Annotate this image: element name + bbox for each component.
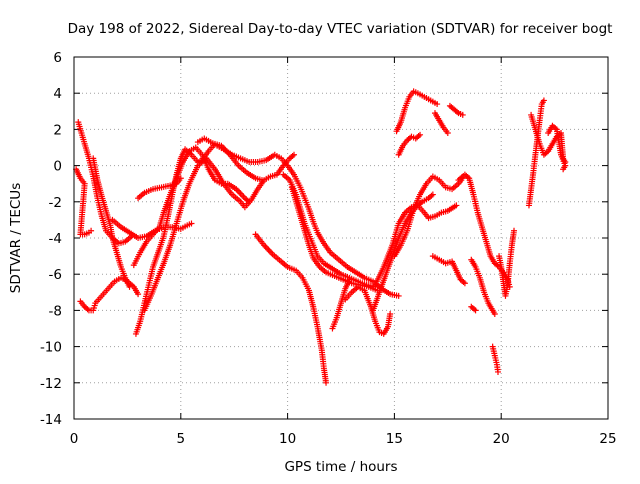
series-arc-8 — [141, 151, 298, 314]
data-point — [453, 202, 460, 209]
data-point — [444, 130, 451, 137]
data-point — [461, 280, 468, 287]
data-point — [491, 311, 498, 318]
y-tick-label: -2 — [49, 195, 62, 211]
data-layer — [73, 88, 569, 386]
series-arc-28 — [496, 227, 518, 299]
series-arc-13 — [252, 231, 330, 386]
data-point — [472, 307, 479, 314]
data-point — [429, 191, 436, 198]
y-tick-label: 0 — [53, 159, 62, 175]
y-tick-label: -6 — [49, 267, 62, 283]
y-tick-label: 2 — [53, 122, 62, 138]
y-tick-label: -4 — [49, 231, 62, 247]
data-point — [459, 111, 466, 118]
series-arc-16 — [370, 191, 436, 314]
x-tick-label: 25 — [599, 431, 616, 447]
data-point — [135, 291, 142, 298]
series-arc-7 — [130, 144, 253, 269]
data-point — [346, 276, 353, 283]
data-point — [494, 368, 501, 375]
chart-title: Day 198 of 2022, Sidereal Day-to-day VTE… — [68, 21, 613, 37]
data-point — [395, 292, 402, 299]
series-arc-1 — [75, 119, 135, 247]
series-arc-19 — [393, 88, 441, 135]
axis-ticks: 0 5 10 15 20 25 -14 -12 -10 -8 -6 -4 -2 0 2 4 6 — [40, 50, 617, 447]
series-arc-9 — [135, 175, 184, 202]
data-point — [540, 97, 547, 104]
series-arc-20 — [395, 131, 424, 158]
x-tick-label: 5 — [177, 431, 186, 447]
series-arc-14 — [329, 276, 353, 332]
data-point — [560, 166, 567, 173]
series-arc-12 — [288, 184, 381, 294]
data-point — [188, 220, 195, 227]
x-tick-label: 0 — [70, 431, 79, 447]
y-tick-label: -10 — [40, 340, 62, 356]
data-point — [417, 131, 424, 138]
series-arc-4 — [90, 155, 133, 290]
series-arc-25 — [468, 256, 498, 318]
y-tick-label: -14 — [40, 412, 62, 428]
y-tick-label: 6 — [53, 50, 62, 66]
data-point — [323, 379, 330, 386]
y-tick-label: -12 — [40, 376, 62, 392]
series-arc-15 — [342, 283, 394, 337]
data-point — [177, 175, 184, 182]
data-point — [88, 227, 95, 234]
data-point — [511, 227, 518, 234]
series-arc-21 — [431, 110, 451, 137]
series-arc-27 — [489, 343, 501, 375]
series-arc-6 — [132, 140, 265, 337]
plot-frame — [73, 56, 609, 420]
data-point — [434, 101, 441, 108]
y-tick-label: -8 — [49, 303, 62, 319]
series-arc-31 — [545, 122, 569, 173]
series-arc-18 — [391, 173, 466, 260]
series-arc-22 — [446, 102, 466, 118]
x-axis-label: GPS time / hours — [284, 459, 397, 475]
series-arc-23 — [455, 171, 513, 290]
series-arc-24 — [429, 253, 468, 287]
series-arc-26 — [468, 303, 479, 314]
series-arc-3 — [77, 274, 142, 314]
x-tick-label: 15 — [386, 431, 403, 447]
x-tick-label: 10 — [279, 431, 296, 447]
y-tick-label: 4 — [53, 86, 62, 102]
grid — [74, 57, 608, 419]
y-axis-label: SDTVAR / TECUs — [8, 183, 24, 293]
data-point — [291, 151, 298, 158]
data-point — [387, 311, 394, 318]
series-arc-2 — [73, 166, 95, 238]
data-point — [126, 283, 133, 290]
series-arc-17 — [372, 202, 460, 289]
x-tick-label: 20 — [493, 431, 510, 447]
